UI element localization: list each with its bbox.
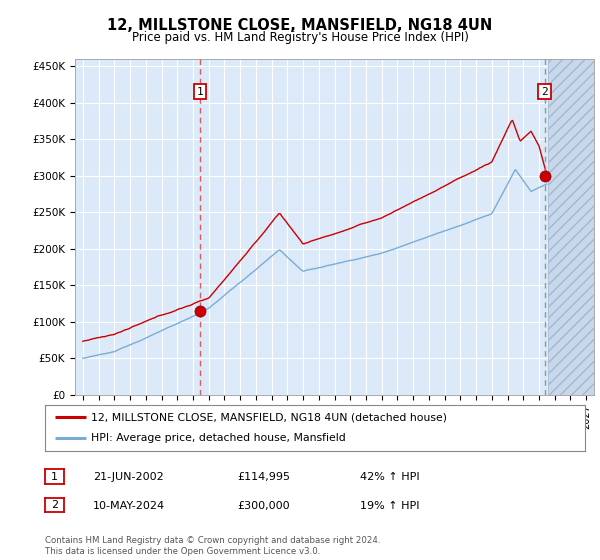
- Text: 10-MAY-2024: 10-MAY-2024: [93, 501, 165, 511]
- Text: 42% ↑ HPI: 42% ↑ HPI: [360, 472, 419, 482]
- Text: 12, MILLSTONE CLOSE, MANSFIELD, NG18 4UN (detached house): 12, MILLSTONE CLOSE, MANSFIELD, NG18 4UN…: [91, 412, 447, 422]
- Text: £300,000: £300,000: [237, 501, 290, 511]
- Text: 2: 2: [51, 500, 58, 510]
- Text: 1: 1: [51, 472, 58, 482]
- Text: 2: 2: [541, 87, 548, 97]
- Text: Contains HM Land Registry data © Crown copyright and database right 2024.: Contains HM Land Registry data © Crown c…: [45, 536, 380, 545]
- Text: 19% ↑ HPI: 19% ↑ HPI: [360, 501, 419, 511]
- Text: £114,995: £114,995: [237, 472, 290, 482]
- Text: 21-JUN-2002: 21-JUN-2002: [93, 472, 164, 482]
- Text: HPI: Average price, detached house, Mansfield: HPI: Average price, detached house, Mans…: [91, 433, 346, 444]
- Text: Price paid vs. HM Land Registry's House Price Index (HPI): Price paid vs. HM Land Registry's House …: [131, 31, 469, 44]
- Text: This data is licensed under the Open Government Licence v3.0.: This data is licensed under the Open Gov…: [45, 547, 320, 556]
- Text: 1: 1: [197, 87, 204, 97]
- Bar: [548, 59, 594, 395]
- Text: 12, MILLSTONE CLOSE, MANSFIELD, NG18 4UN: 12, MILLSTONE CLOSE, MANSFIELD, NG18 4UN: [107, 18, 493, 33]
